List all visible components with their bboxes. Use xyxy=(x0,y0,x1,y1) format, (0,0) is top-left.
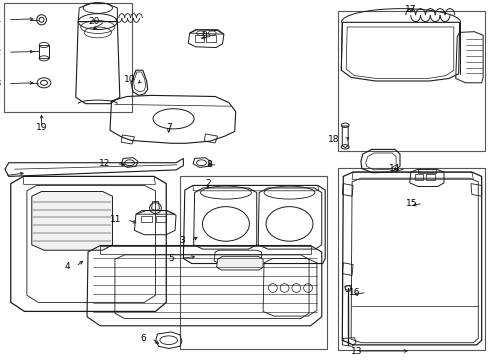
Text: 7: 7 xyxy=(165,123,171,132)
Text: 18: 18 xyxy=(327,135,339,144)
Text: 3: 3 xyxy=(179,236,184,245)
Bar xyxy=(206,35,216,42)
Bar xyxy=(155,216,166,222)
Text: 6: 6 xyxy=(140,334,145,343)
Bar xyxy=(4,3,132,112)
Polygon shape xyxy=(32,192,112,250)
Text: 8: 8 xyxy=(205,161,211,169)
Bar xyxy=(194,35,204,42)
Text: 20: 20 xyxy=(88,17,99,26)
Bar xyxy=(141,216,151,222)
Bar xyxy=(338,11,484,151)
Text: 23: 23 xyxy=(0,79,2,88)
Text: 13: 13 xyxy=(350,346,362,355)
Text: 5: 5 xyxy=(168,254,174,263)
Text: 15: 15 xyxy=(405,199,416,208)
Text: 9: 9 xyxy=(201,31,206,40)
Text: 11: 11 xyxy=(109,215,121,224)
Bar xyxy=(414,174,423,180)
Text: 10: 10 xyxy=(124,76,136,85)
Text: 19: 19 xyxy=(36,123,47,132)
Text: 12: 12 xyxy=(99,159,110,168)
Text: 17: 17 xyxy=(404,4,416,13)
Text: 14: 14 xyxy=(388,164,399,173)
Text: 21: 21 xyxy=(0,15,2,24)
Text: 4: 4 xyxy=(64,262,70,271)
Text: 2: 2 xyxy=(204,179,210,188)
Text: 16: 16 xyxy=(348,288,360,297)
Bar xyxy=(338,168,484,350)
Bar xyxy=(426,174,434,180)
Polygon shape xyxy=(216,256,263,270)
Text: 22: 22 xyxy=(0,48,2,57)
Bar xyxy=(180,176,326,349)
